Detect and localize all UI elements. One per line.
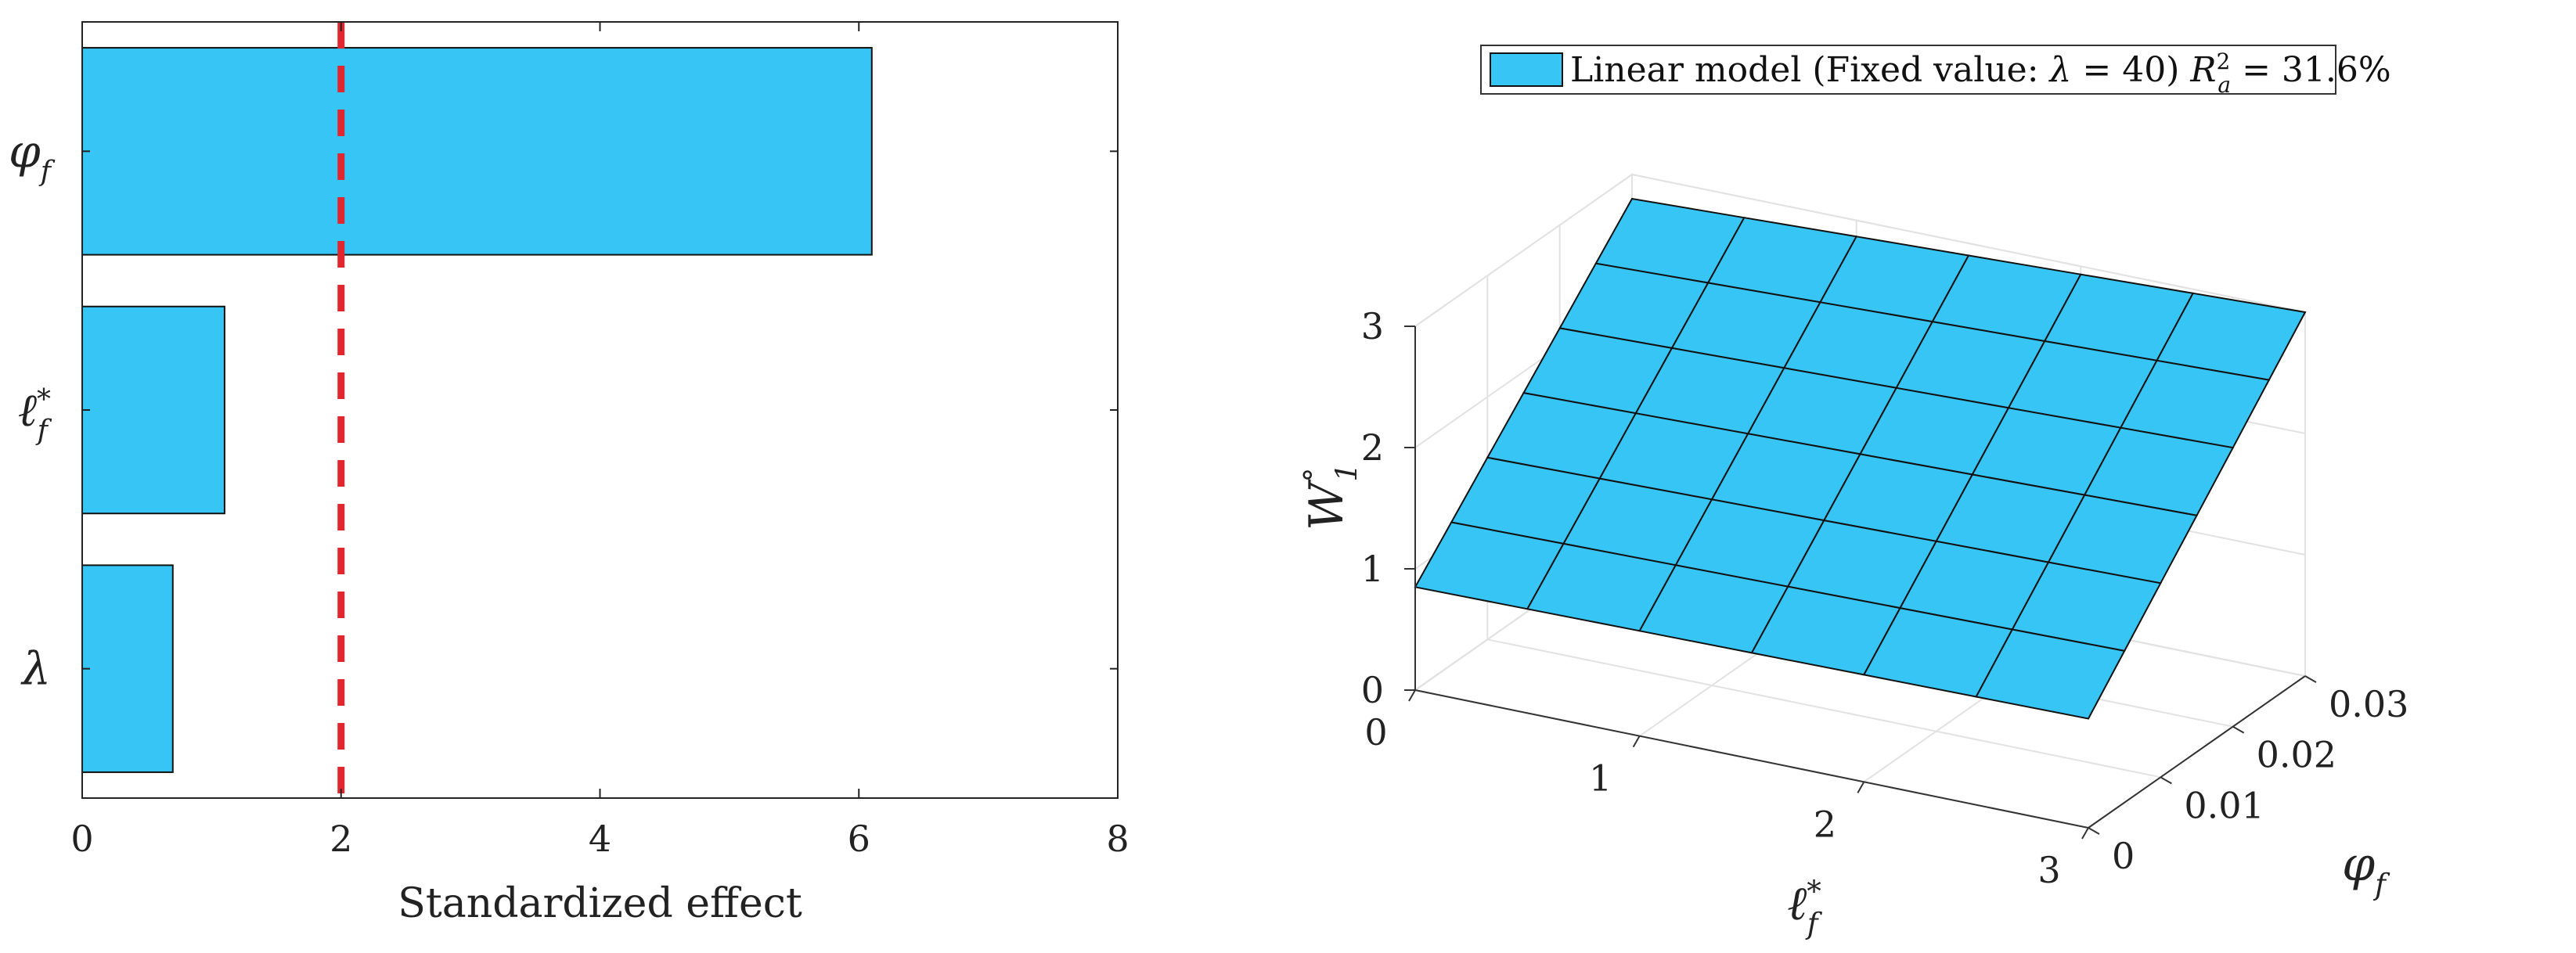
x-axis-label-sub: f	[1805, 906, 1823, 940]
x-tick	[2081, 827, 2089, 840]
legend-part: = 31.6%	[2231, 50, 2391, 90]
z-tick-label: 3	[1361, 305, 1384, 347]
legend-part: λ	[2048, 50, 2072, 90]
z-axis-label-base: W	[1299, 479, 1354, 530]
y-axis	[2088, 675, 2306, 829]
x-tick-label: 2	[1814, 803, 1836, 845]
legend-swatch	[1490, 52, 1563, 87]
x-axis-label: ℓ* f	[1787, 874, 1823, 940]
bar	[81, 564, 174, 773]
z-axis-label-sub: 1	[1329, 463, 1364, 482]
legend-part: = 40)	[2071, 50, 2190, 90]
bar	[81, 305, 225, 515]
x-axis-label: Standardized effect	[398, 880, 802, 927]
y-tick	[2232, 725, 2245, 734]
y-tick-label: 0.01	[2184, 784, 2264, 826]
category-label-base: λ	[20, 642, 51, 696]
bar	[81, 47, 873, 256]
z-tick-label: 1	[1361, 548, 1384, 590]
category-label: λ	[20, 642, 51, 696]
category-label-sub: f	[38, 156, 56, 188]
y-axis-label: φf	[2342, 837, 2390, 901]
x-tick	[1632, 735, 1641, 748]
category-label-base: ℓ	[18, 383, 37, 437]
category-label-sup: *	[37, 383, 51, 415]
x-tick-label: 1	[1589, 757, 1612, 800]
z-axis-label: W°1	[1297, 463, 1364, 530]
z-axis-label-sup: °	[1297, 468, 1331, 483]
z-tick-label: 2	[1361, 426, 1384, 469]
x-tick-label: 2	[330, 818, 352, 860]
legend-part: 2	[2217, 49, 2231, 74]
legend-box	[1480, 45, 2336, 95]
y-tick-label: 0.02	[2257, 734, 2336, 776]
y-tick	[2160, 776, 2172, 785]
x-tick	[1857, 781, 1865, 793]
x-axis-label-base: ℓ	[1787, 876, 1807, 931]
y-tick-label: 0	[2112, 835, 2135, 877]
category-label-sub: f	[35, 414, 52, 446]
y-tick-label: 0.03	[2329, 683, 2408, 725]
y-axis-label-text: φf	[2342, 837, 2390, 901]
y-tick	[2088, 827, 2100, 835]
z-tick-label: 0	[1361, 669, 1384, 711]
category-label: ℓ* f	[18, 383, 52, 446]
x-axis	[1414, 689, 2089, 829]
z-axis-label-text: W°1	[1297, 463, 1364, 530]
category-label: φf	[9, 124, 56, 187]
legend-part: R	[2189, 50, 2216, 90]
x-tick-label: 0	[1364, 711, 1387, 753]
x-tick-label: 0	[70, 818, 93, 860]
x-tick-label: 3	[2037, 849, 2060, 891]
x-axis-label-sup: *	[1807, 874, 1821, 908]
x-tick-label: 4	[589, 818, 611, 860]
category-label-text: λ	[20, 642, 51, 696]
category-label-base: φ	[9, 124, 41, 178]
legend-part: Linear model (Fixed value:	[1570, 50, 2050, 90]
y-axis-label-base: φ	[2342, 837, 2375, 892]
category-label-text: ℓ* f	[18, 383, 52, 446]
legend-part: a	[2218, 72, 2231, 98]
legend: Linear model (Fixed value: λ = 40) R2 a =…	[1480, 45, 2391, 98]
category-label-text: φf	[9, 124, 56, 187]
y-axis-label-sub: f	[2372, 867, 2390, 901]
x-axis-label-text: ℓ* f	[1787, 874, 1823, 940]
x-tick	[1408, 689, 1416, 702]
x-tick-label: 6	[848, 818, 870, 860]
x-tick-label: 8	[1106, 818, 1129, 860]
legend-label: Linear model (Fixed value: λ = 40) R2 a =…	[1570, 49, 2391, 98]
y-tick	[2304, 675, 2317, 683]
surface-patch	[1975, 628, 2126, 720]
grid-line	[1414, 173, 2306, 327]
